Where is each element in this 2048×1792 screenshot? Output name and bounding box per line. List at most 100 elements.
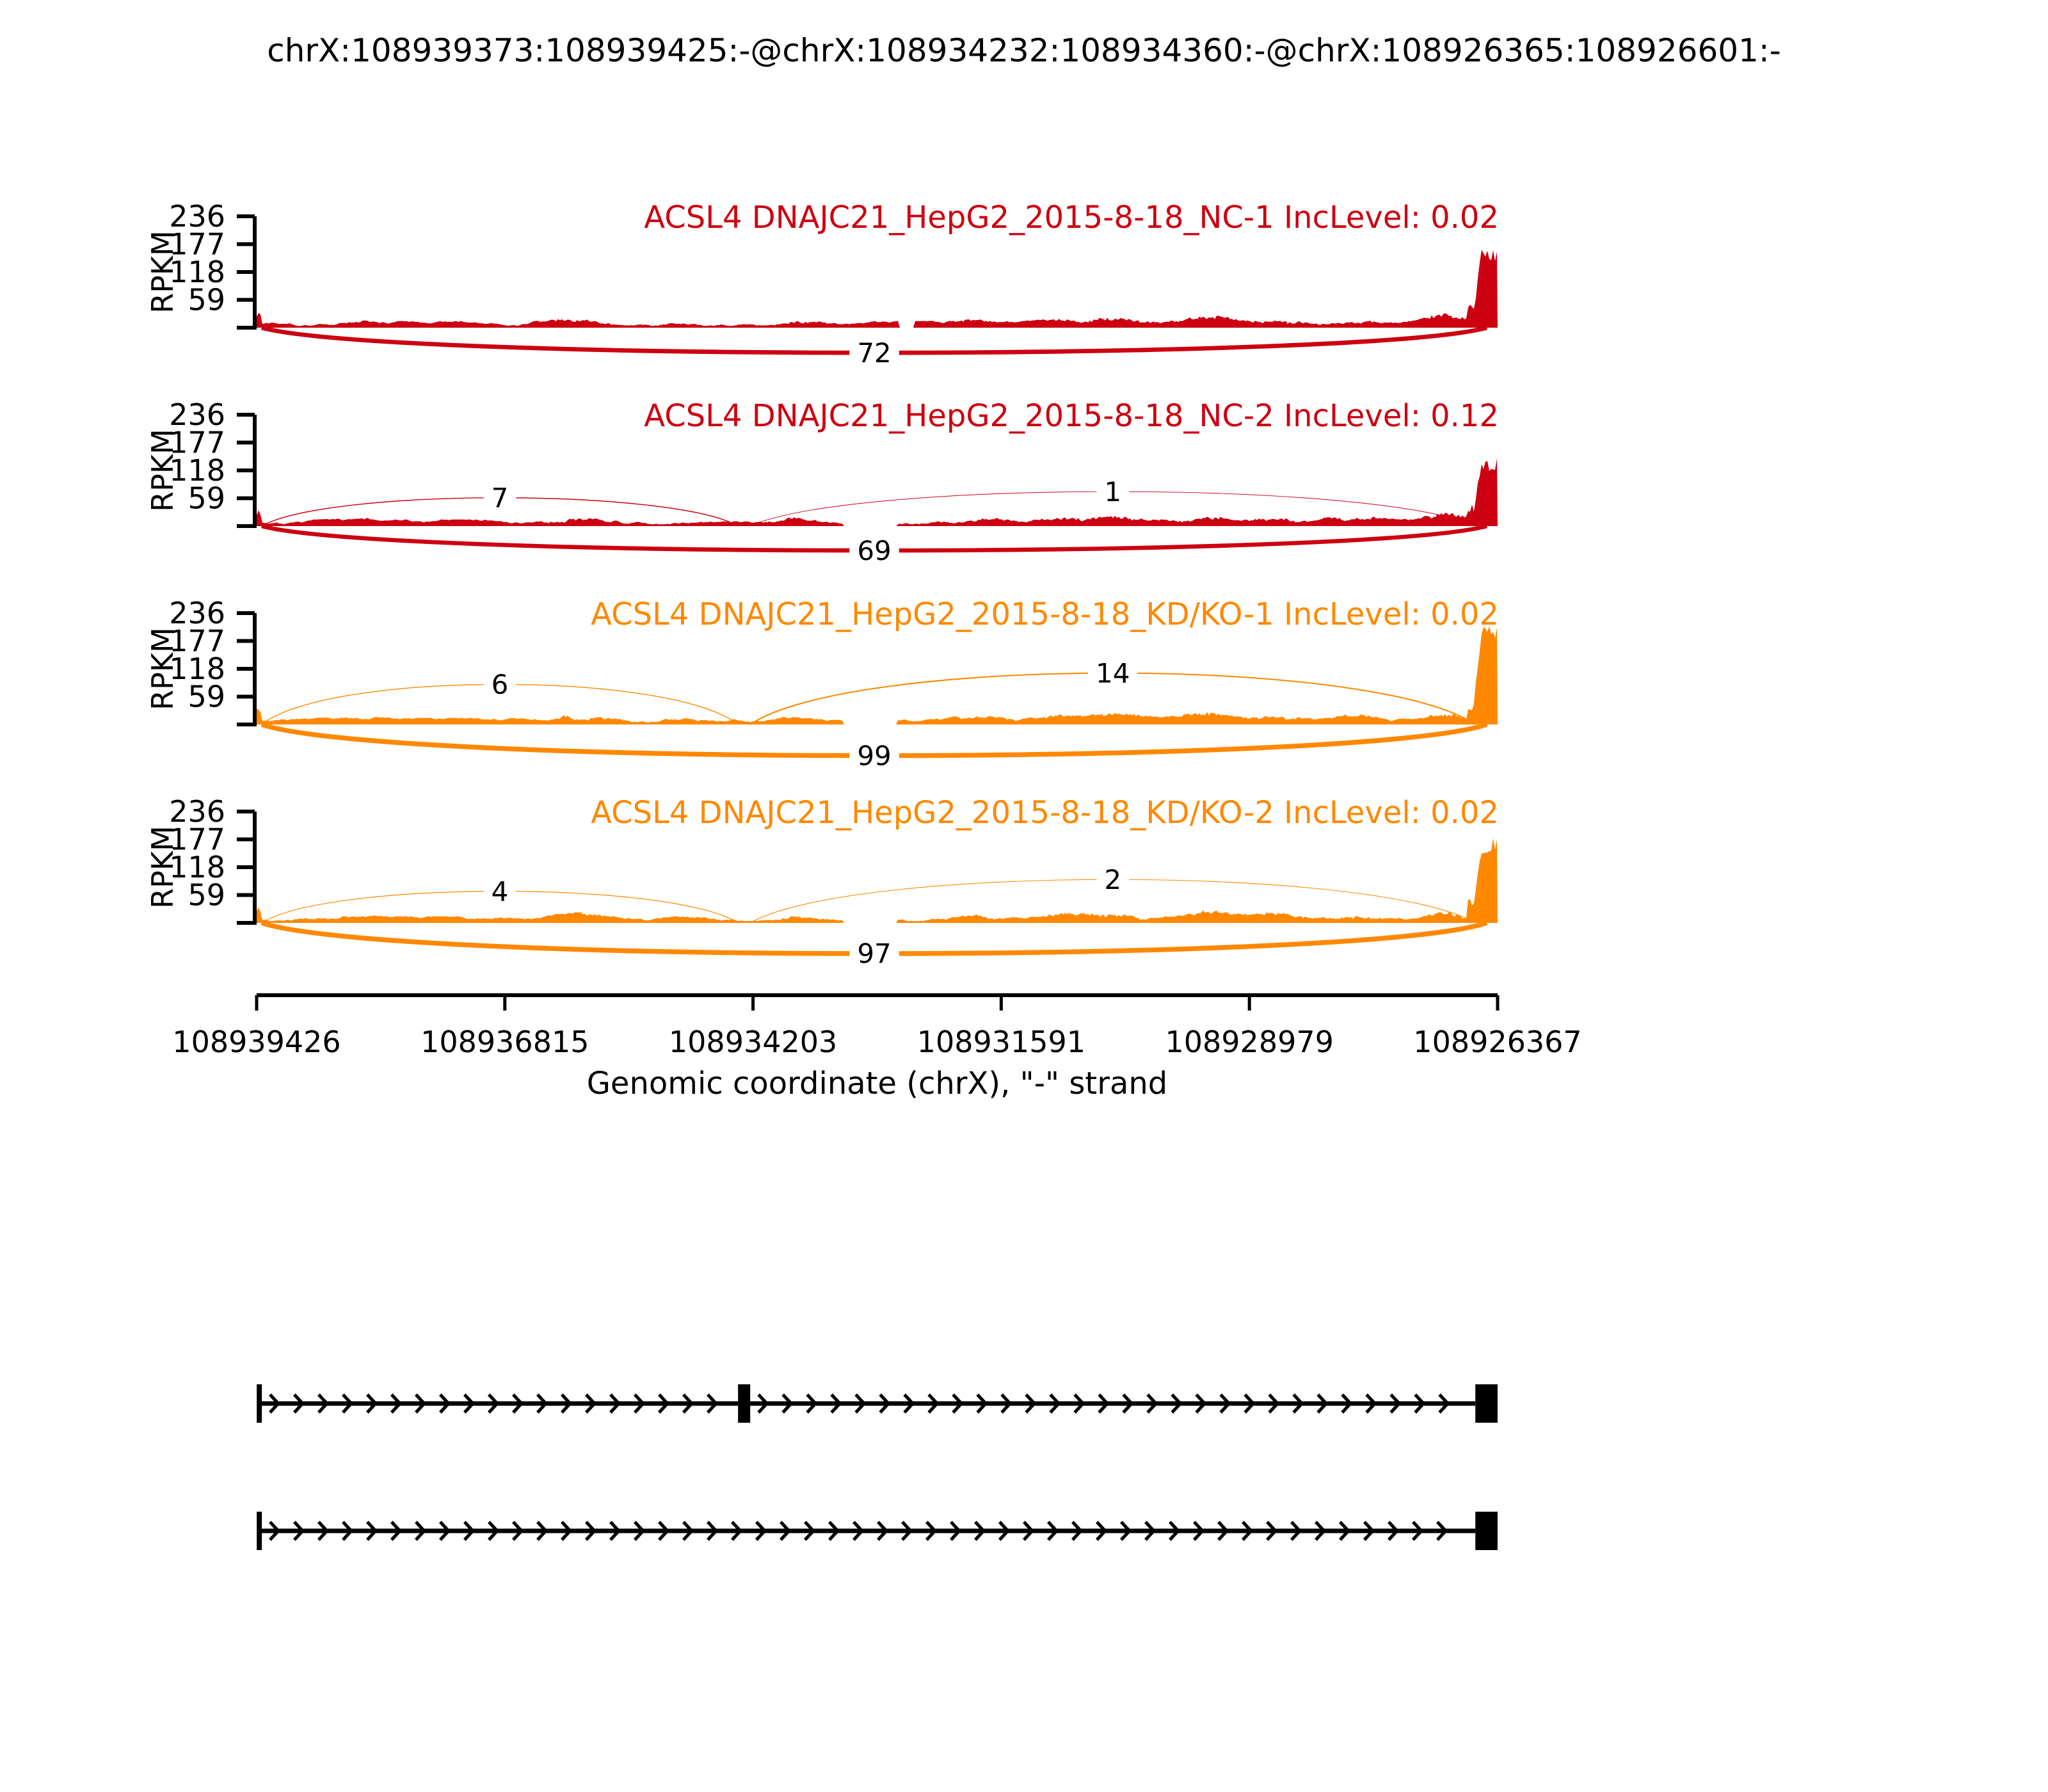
strand-arrow-icon: [609, 1521, 621, 1541]
strand-arrow-icon: [488, 1393, 500, 1414]
strand-arrow-icon: [1266, 1521, 1278, 1541]
strand-arrow-icon: [390, 1393, 403, 1414]
strand-arrow-icon: [463, 1521, 476, 1541]
strand-arrow-icon: [658, 1521, 670, 1541]
strand-arrow-icon: [1365, 1393, 1377, 1414]
track-title: ACSL4 DNAJC21_HepG2_2015-8-18_NC-2 IncLe…: [644, 398, 1499, 434]
y-tick-label: 177: [169, 227, 225, 262]
y-tick-label: 236: [169, 199, 225, 234]
strand-arrow-icon: [317, 1521, 330, 1541]
exon-box: [257, 1512, 262, 1550]
strand-arrow-icon: [1219, 1393, 1231, 1414]
strand-arrow-icon: [682, 1521, 694, 1541]
strand-arrow-icon: [585, 1521, 597, 1541]
y-tick-label: 177: [169, 426, 225, 460]
track-title: ACSL4 DNAJC21_HepG2_2015-8-18_KD/KO-1 In…: [591, 596, 1499, 632]
strand-arrow-icon: [536, 1393, 548, 1414]
exon-box: [738, 1384, 751, 1423]
strand-arrow-icon: [269, 1393, 281, 1414]
strand-arrow-icon: [1122, 1393, 1134, 1414]
strand-arrow-icon: [1071, 1521, 1084, 1541]
strand-arrow-icon: [1436, 1521, 1448, 1541]
y-axis-title: RPKM: [145, 230, 180, 314]
strand-arrow-icon: [585, 1393, 597, 1414]
y-tick-label: 118: [169, 850, 225, 884]
x-tick-label: 108928979: [1165, 1025, 1333, 1059]
strand-arrow-icon: [707, 1393, 719, 1414]
strand-arrow-icon: [1341, 1393, 1353, 1414]
junction-count-label-bg: [849, 533, 899, 568]
strand-arrow-icon: [1146, 1393, 1158, 1414]
x-tick-label: 108934203: [669, 1025, 837, 1059]
strand-arrow-icon: [342, 1393, 354, 1414]
exon-box: [1475, 1512, 1498, 1550]
figure-title: chrX:108939373:108939425:-@chrX:10893423…: [267, 32, 1781, 69]
strand-arrow-icon: [1120, 1521, 1132, 1541]
x-tick-label: 108939426: [172, 1025, 340, 1059]
strand-arrow-icon: [952, 1393, 964, 1414]
y-tick-label: 236: [169, 794, 225, 829]
strand-arrow-icon: [1268, 1393, 1280, 1414]
strand-arrow-icon: [976, 1393, 988, 1414]
junction-count-label-bg: [1096, 474, 1130, 509]
strand-arrow-icon: [1244, 1393, 1256, 1414]
strand-arrow-icon: [903, 1393, 915, 1414]
strand-arrow-icon: [1217, 1521, 1229, 1541]
strand-arrow-icon: [488, 1521, 500, 1541]
strand-arrow-icon: [658, 1393, 670, 1414]
strand-arrow-icon: [293, 1521, 305, 1541]
strand-arrow-icon: [974, 1521, 986, 1541]
strand-arrow-icon: [927, 1393, 940, 1414]
strand-arrow-icon: [828, 1521, 840, 1541]
y-tick-label: 236: [169, 596, 225, 630]
junction-count-label: 69: [857, 535, 891, 566]
junction-count-label-bg: [1096, 862, 1130, 897]
track-title: ACSL4 DNAJC21_HepG2_2015-8-18_NC-1 IncLe…: [644, 200, 1499, 236]
strand-arrow-icon: [755, 1521, 767, 1541]
strand-arrow-icon: [1169, 1521, 1181, 1541]
strand-arrow-icon: [269, 1521, 281, 1541]
strand-arrow-icon: [781, 1393, 794, 1414]
strand-arrow-icon: [830, 1393, 842, 1414]
strand-arrow-icon: [634, 1521, 646, 1541]
junction-count-label: 7: [492, 482, 509, 513]
strand-arrow-icon: [439, 1521, 451, 1541]
strand-arrow-icon: [1049, 1393, 1061, 1414]
y-axis-title: RPKM: [145, 627, 180, 710]
strand-arrow-icon: [731, 1521, 743, 1541]
strand-arrow-icon: [1363, 1521, 1375, 1541]
strand-arrow-icon: [707, 1521, 719, 1541]
strand-arrow-icon: [804, 1521, 816, 1541]
y-axis-title: RPKM: [145, 826, 180, 909]
gene-models: [257, 1384, 1498, 1550]
strand-arrow-icon: [439, 1393, 451, 1414]
strand-arrow-icon: [854, 1393, 867, 1414]
junction-count-label: 99: [857, 740, 891, 771]
strand-arrow-icon: [1292, 1393, 1304, 1414]
strand-arrow-icon: [366, 1521, 378, 1541]
strand-arrow-icon: [1438, 1393, 1450, 1414]
exon-box: [1475, 1384, 1498, 1423]
strand-arrow-icon: [1144, 1521, 1156, 1541]
y-tick-label: 118: [169, 255, 225, 289]
junction-count-label: 4: [492, 876, 509, 907]
strand-arrow-icon: [1171, 1393, 1183, 1414]
strand-arrow-icon: [950, 1521, 962, 1541]
strand-arrow-icon: [342, 1521, 354, 1541]
strand-arrow-icon: [1315, 1521, 1327, 1541]
strand-arrow-icon: [1388, 1521, 1400, 1541]
strand-arrow-icon: [1316, 1393, 1329, 1414]
transcript-row: [257, 1384, 1498, 1423]
strand-arrow-icon: [512, 1393, 524, 1414]
junction-count-label-bg: [483, 874, 516, 909]
strand-arrow-icon: [877, 1521, 889, 1541]
strand-arrow-icon: [609, 1393, 621, 1414]
strand-arrow-icon: [634, 1393, 646, 1414]
junction-count-label-bg: [849, 739, 899, 773]
strand-arrow-icon: [998, 1521, 1011, 1541]
strand-arrow-icon: [806, 1393, 818, 1414]
strand-arrow-icon: [561, 1393, 573, 1414]
